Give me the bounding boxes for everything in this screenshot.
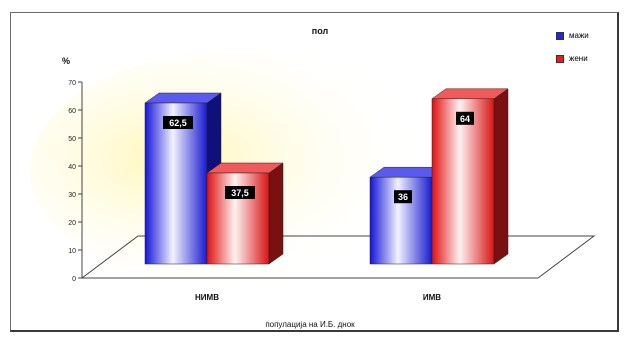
legend-label-series-0: мажи — [569, 31, 589, 40]
y-tick-label-6: 60 — [68, 108, 76, 115]
legend-swatch-series-1 — [556, 55, 564, 63]
bar-0-1 — [207, 163, 283, 264]
y-tick-label-7: 70 — [68, 80, 76, 87]
y-tick-label-3: 30 — [68, 192, 76, 199]
y-axis-label: % — [62, 56, 70, 66]
legend-swatch-series-0 — [556, 32, 564, 40]
legend-label-series-1: жени — [569, 54, 588, 63]
chart-title: пол — [280, 26, 360, 36]
x-axis-label: популација на И.Б. днок — [180, 320, 440, 329]
data-label-1-0: 36 — [398, 192, 408, 202]
chart-legend: мажи жени — [556, 24, 626, 70]
y-tick-label-0: 0 — [72, 276, 76, 283]
y-tick-label-2: 20 — [68, 220, 76, 227]
legend-item-series-1: жени — [556, 47, 626, 70]
y-tick-label-5: 50 — [68, 136, 76, 143]
bar-side-0-1 — [269, 163, 283, 264]
data-label-1-1: 64 — [460, 114, 470, 124]
x-category-label-0: НИМВ — [195, 293, 219, 302]
bar-side-1-1 — [494, 89, 508, 264]
x-category-label-1: ИМВ — [423, 293, 441, 302]
y-tick-label-4: 40 — [68, 164, 76, 171]
y-tick-label-1: 10 — [68, 248, 76, 255]
legend-item-series-0: мажи — [556, 24, 626, 47]
data-label-0-1: 37,5 — [231, 188, 249, 198]
data-label-0-0: 62,5 — [169, 118, 187, 128]
